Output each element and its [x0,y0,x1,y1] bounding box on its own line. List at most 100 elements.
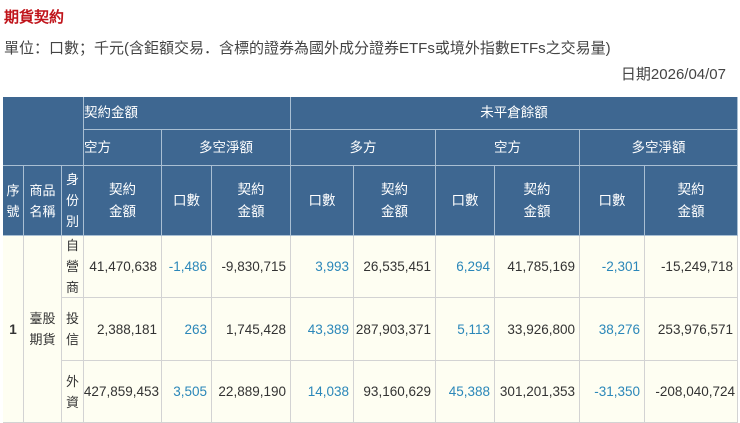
header-trade-net-amount: 契約金額 [212,166,291,236]
value: 253,976,571 [657,321,733,337]
value[interactable]: 5,113 [457,321,490,337]
value: 33,926,800 [507,321,575,337]
futures-table[interactable]: 契約金額 未平倉餘額 空方 多空淨額 多方 空方 多空淨額 序號 商品名稱 身份… [3,97,738,423]
value: 26,535,451 [363,259,431,274]
value[interactable]: 6,294 [456,259,490,274]
page-title: 期貨契約 [4,9,65,26]
value[interactable]: 3,993 [315,259,349,274]
header-seq: 序號 [3,166,24,236]
oi-long-volume-link[interactable]: 43,389 [291,298,354,361]
trade-net-volume-link[interactable]: 3,505 [162,361,212,423]
identity-value: 投信 [65,311,79,347]
trade-short-amount: 427,859,453 [84,361,162,423]
value[interactable]: 38,276 [598,321,640,337]
header-label: 契約金額 [677,181,705,219]
value: 41,470,638 [89,259,157,274]
header-label: 口數 [598,192,626,208]
header-oi-net: 多空淨額 [580,130,738,166]
oi-short-volume-link[interactable]: 45,388 [436,361,495,423]
header-label: 身份別 [65,172,79,229]
header-oi-long: 多方 [291,130,436,166]
identity-cell: 自營商 [62,236,84,298]
identity-cell: 外資 [62,361,84,423]
header-label: 契約金額 [237,181,265,219]
header-oi-short: 空方 [436,130,580,166]
value: 301,201,353 [499,384,575,399]
value[interactable]: 45,388 [448,384,490,399]
header-label: 契約金額 [109,181,136,219]
oi-short-amount: 33,926,800 [495,298,580,361]
value: 41,785,169 [507,259,575,274]
oi-net-volume-link[interactable]: -2,301 [580,236,645,298]
trade-short-amount: 2,388,181 [84,298,162,361]
oi-long-amount: 93,160,629 [354,361,436,423]
value[interactable]: 3,505 [173,384,207,399]
product-name: 臺股期貨 [24,236,62,423]
value[interactable]: -1,486 [168,259,207,274]
value[interactable]: -2,301 [601,259,640,274]
value: 1,745,428 [225,321,286,337]
oi-long-amount: 26,535,451 [354,236,436,298]
oi-net-amount: -208,040,724 [645,361,738,423]
header-label: 多空淨額 [199,139,253,155]
header-trade-net: 多空淨額 [162,130,291,166]
oi-long-volume-link[interactable]: 3,993 [291,236,354,298]
value[interactable]: 14,038 [307,384,349,399]
header-oi-long-volume: 口數 [291,166,354,236]
trade-short-amount: 41,470,638 [84,236,162,298]
header-label: 空方 [84,139,111,155]
header-label: 契約金額 [523,181,551,219]
value: -208,040,724 [655,384,735,399]
value: 427,859,453 [83,384,159,399]
header-oi-short-amount: 契約金額 [495,166,580,236]
value[interactable]: 263 [184,321,207,337]
header-oi-long-amount: 契約金額 [354,166,436,236]
oi-short-volume-link[interactable]: 5,113 [436,298,495,361]
header-trade-net-volume: 口數 [162,166,212,236]
header-product: 商品名稱 [24,166,62,236]
report-date: 日期2026/04/07 [620,66,726,83]
header-label: 多空淨額 [631,139,686,155]
header-label: 口數 [173,192,200,208]
trade-net-amount: 22,889,190 [212,361,291,423]
header-oi-short-volume: 口數 [436,166,495,236]
value: 287,903,371 [355,321,431,337]
header-label: 序號 [6,182,20,219]
oi-short-amount: 301,201,353 [495,361,580,423]
unit-note: 單位：口數；千元(含鉅額交易．含標的證券為國外成分證券ETFs或境外指數ETFs… [4,40,611,57]
oi-net-amount: 253,976,571 [645,298,738,361]
header-label: 契約金額 [381,181,408,219]
value: -9,830,715 [221,259,286,274]
oi-long-amount: 287,903,371 [354,298,436,361]
header-label: 空方 [494,139,521,155]
header-oi-net-amount: 契約金額 [645,166,738,236]
header-corner [3,97,84,166]
header-trade-short: 空方 [84,130,162,166]
oi-short-volume-link[interactable]: 6,294 [436,236,495,298]
identity-value: 外資 [65,373,79,410]
header-trade-short-amount: 契約金額 [84,166,162,236]
seq-value: 1 [9,321,17,337]
product-name-value: 臺股期貨 [29,311,56,347]
header-label: 多方 [349,139,377,155]
value: 22,889,190 [218,384,286,399]
identity-cell: 投信 [62,298,84,361]
trade-net-volume-link[interactable]: -1,486 [162,236,212,298]
value[interactable]: 43,389 [307,321,349,337]
oi-short-amount: 41,785,169 [495,236,580,298]
oi-long-volume-link[interactable]: 14,038 [291,361,354,423]
trade-net-amount: 1,745,428 [212,298,291,361]
product-seq: 1 [3,236,24,423]
header-oi-net-volume: 口數 [580,166,645,236]
oi-net-volume-link[interactable]: 38,276 [580,298,645,361]
trade-net-amount: -9,830,715 [212,236,291,298]
value: 93,160,629 [363,384,431,399]
header-trade-amount-group: 契約金額 [84,97,291,130]
header-label: 商品名稱 [29,182,56,219]
oi-net-volume-link[interactable]: -31,350 [580,361,645,423]
trade-net-volume-link[interactable]: 263 [162,298,212,361]
value: 2,388,181 [96,321,157,337]
value[interactable]: -31,350 [594,384,640,399]
header-label: 口數 [451,192,479,208]
header-label: 未平倉餘額 [480,105,548,120]
